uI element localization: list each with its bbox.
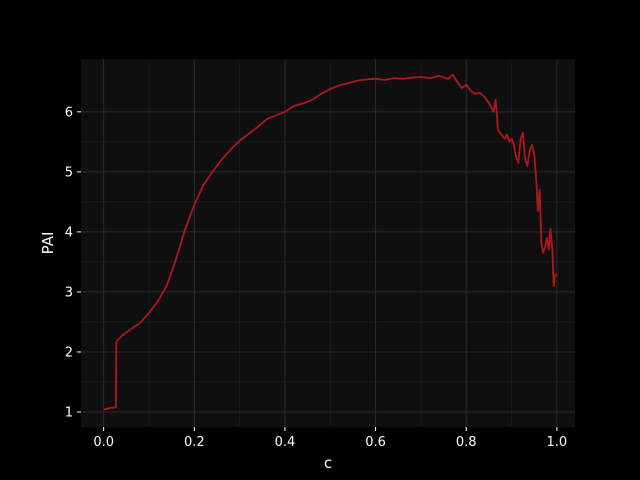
series-layer: [103, 73, 558, 411]
axis-ticks: 0.0 0.2 0.4 0.6 0.8 1.0 1 2 3 4 5 6: [65, 105, 567, 450]
plot-panel: [81, 59, 575, 427]
y-tick-label: 5: [65, 165, 73, 180]
y-tick-label: 1: [65, 405, 73, 420]
x-tick-label: 0.2: [184, 435, 205, 450]
x-tick-label: 0.4: [275, 435, 296, 450]
series-line: [103, 73, 558, 411]
grid-lines: [81, 59, 575, 427]
x-tick-label: 0.0: [93, 435, 114, 450]
x-tick-label: 1.0: [547, 435, 568, 450]
y-tick-label: 3: [65, 285, 73, 300]
x-axis-label: c: [324, 454, 332, 472]
x-tick-label: 0.8: [456, 435, 477, 450]
y-tick-label: 4: [65, 225, 73, 240]
y-tick-label: 2: [65, 345, 73, 360]
y-tick-label: 6: [65, 105, 73, 120]
x-tick-label: 0.6: [365, 435, 386, 450]
y-axis-label: PAI: [39, 232, 57, 255]
